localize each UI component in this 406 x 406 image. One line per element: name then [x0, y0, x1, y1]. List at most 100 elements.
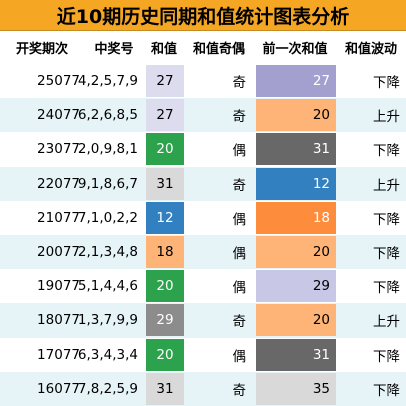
- table-title: 近10期历史同期和值统计图表分析: [0, 0, 406, 31]
- cell-numbers-text: 6,2,6,8,5: [77, 107, 138, 124]
- cell-numbers: 1,3,7,9,9: [78, 303, 144, 337]
- cell-numbers-text: 2,0,9,8,1: [77, 141, 138, 158]
- header-sum: 和值: [150, 41, 177, 57]
- cell-trend: 下降: [336, 201, 406, 235]
- cell-parity: 偶: [184, 201, 254, 235]
- cell-parity-text: 奇: [232, 177, 247, 194]
- cell-prev-sum-value: 12: [256, 167, 336, 200]
- cell-prev-sum: 20: [254, 303, 336, 337]
- cell-parity: 奇: [184, 167, 254, 201]
- cell-trend-text: 下降: [373, 348, 400, 365]
- cell-prev-sum: 31: [254, 338, 336, 372]
- cell-sum: 27: [144, 64, 184, 98]
- cell-numbers-text: 7,8,2,5,9: [77, 380, 138, 397]
- cell-parity: 奇: [184, 372, 254, 406]
- cell-period: 21077: [0, 201, 84, 235]
- cell-numbers-text: 4,2,5,7,9: [77, 73, 138, 90]
- cell-period-text: 22077: [37, 175, 80, 192]
- cell-parity-text: 偶: [232, 246, 247, 263]
- table-row: 20077 2,1,3,4,8 18 偶 20 下降: [0, 234, 406, 270]
- cell-numbers: 6,2,6,8,5: [78, 98, 144, 132]
- cell-prev-sum: 20: [254, 235, 336, 269]
- cell-sum-value: 27: [146, 65, 184, 98]
- cell-period-text: 21077: [37, 209, 80, 226]
- cell-trend: 下降: [336, 64, 406, 98]
- cell-trend: 下降: [336, 269, 406, 303]
- cell-sum: 31: [144, 372, 184, 406]
- cell-prev-sum-value: 29: [256, 270, 336, 303]
- cell-parity: 偶: [184, 338, 254, 372]
- cell-period-text: 23077: [37, 141, 80, 158]
- cell-sum-value: 31: [146, 167, 184, 200]
- cell-parity: 奇: [184, 303, 254, 337]
- cell-prev-sum-value: 27: [256, 65, 336, 98]
- cell-sum: 18: [144, 235, 184, 269]
- cell-numbers: 6,3,4,3,4: [78, 338, 144, 372]
- cell-period: 23077: [0, 132, 84, 166]
- cell-prev-sum: 35: [254, 372, 336, 406]
- cell-parity-text: 奇: [232, 314, 247, 331]
- cell-prev-sum-value: 31: [256, 133, 336, 166]
- cell-period-text: 17077: [37, 346, 80, 363]
- cell-trend-text: 上升: [373, 314, 400, 331]
- cell-sum: 29: [144, 303, 184, 337]
- cell-trend-text: 下降: [373, 211, 400, 228]
- cell-numbers: 7,8,2,5,9: [78, 372, 144, 406]
- cell-numbers-text: 1,3,7,9,9: [77, 312, 138, 329]
- cell-trend-text: 上升: [373, 177, 400, 194]
- cell-sum: 20: [144, 132, 184, 166]
- cell-period-text: 16077: [37, 380, 80, 397]
- cell-numbers: 2,0,9,8,1: [78, 132, 144, 166]
- cell-prev-sum: 18: [254, 201, 336, 235]
- cell-prev-sum: 20: [254, 98, 336, 132]
- cell-period-text: 24077: [37, 107, 80, 124]
- table-row: 16077 7,8,2,5,9 31 奇 35 下降: [0, 371, 406, 406]
- header-row: 开奖期次 中奖号 和值 和值奇偶 前一次和值 和值波动: [0, 30, 406, 64]
- cell-prev-sum-value: 20: [256, 236, 336, 269]
- cell-numbers: 9,1,8,6,7: [78, 167, 144, 201]
- cell-sum-value: 29: [146, 304, 184, 337]
- cell-trend-text: 下降: [373, 143, 400, 160]
- header-numbers: 中奖号: [94, 41, 134, 57]
- cell-numbers: 2,1,3,4,8: [78, 235, 144, 269]
- cell-numbers: 4,2,5,7,9: [78, 64, 144, 98]
- cell-prev-sum-value: 20: [256, 304, 336, 337]
- table-row: 17077 6,3,4,3,4 20 偶 31 下降: [0, 338, 406, 372]
- cell-sum-value: 20: [146, 338, 184, 371]
- cell-period-text: 25077: [37, 73, 80, 90]
- cell-numbers-text: 6,3,4,3,4: [77, 346, 138, 363]
- cell-period: 24077: [0, 98, 84, 132]
- cell-trend: 上升: [336, 98, 406, 132]
- cell-prev-sum: 27: [254, 64, 336, 98]
- cell-sum-value: 20: [146, 133, 184, 166]
- cell-prev-sum: 12: [254, 167, 336, 201]
- cell-prev-sum: 31: [254, 132, 336, 166]
- cell-numbers-text: 9,1,8,6,7: [77, 175, 138, 192]
- cell-parity: 奇: [184, 98, 254, 132]
- cell-sum: 12: [144, 201, 184, 235]
- cell-sum: 20: [144, 269, 184, 303]
- cell-period: 19077: [0, 269, 84, 303]
- cell-trend-text: 上升: [373, 109, 400, 126]
- cell-sum-value: 18: [146, 236, 184, 269]
- cell-trend: 上升: [336, 303, 406, 337]
- cell-parity: 偶: [184, 269, 254, 303]
- cell-sum: 31: [144, 167, 184, 201]
- cell-numbers: 7,1,0,2,2: [78, 201, 144, 235]
- table-row: 18077 1,3,7,9,9 29 奇 20 上升: [0, 303, 406, 338]
- cell-parity-text: 奇: [232, 109, 247, 126]
- cell-period: 20077: [0, 235, 84, 269]
- cell-numbers-text: 2,1,3,4,8: [77, 244, 138, 261]
- cell-period: 18077: [0, 303, 84, 337]
- cell-period: 17077: [0, 338, 84, 372]
- cell-trend-text: 下降: [373, 75, 400, 92]
- table-row: 23077 2,0,9,8,1 20 偶 31 下降: [0, 132, 406, 166]
- cell-prev-sum-value: 31: [256, 338, 336, 371]
- table-row: 24077 6,2,6,8,5 27 奇 20 上升: [0, 98, 406, 133]
- cell-numbers: 5,1,4,4,6: [78, 269, 144, 303]
- cell-parity-text: 偶: [232, 143, 247, 160]
- cell-prev-sum: 29: [254, 269, 336, 303]
- cell-period: 16077: [0, 372, 84, 406]
- cell-sum-value: 20: [146, 270, 184, 303]
